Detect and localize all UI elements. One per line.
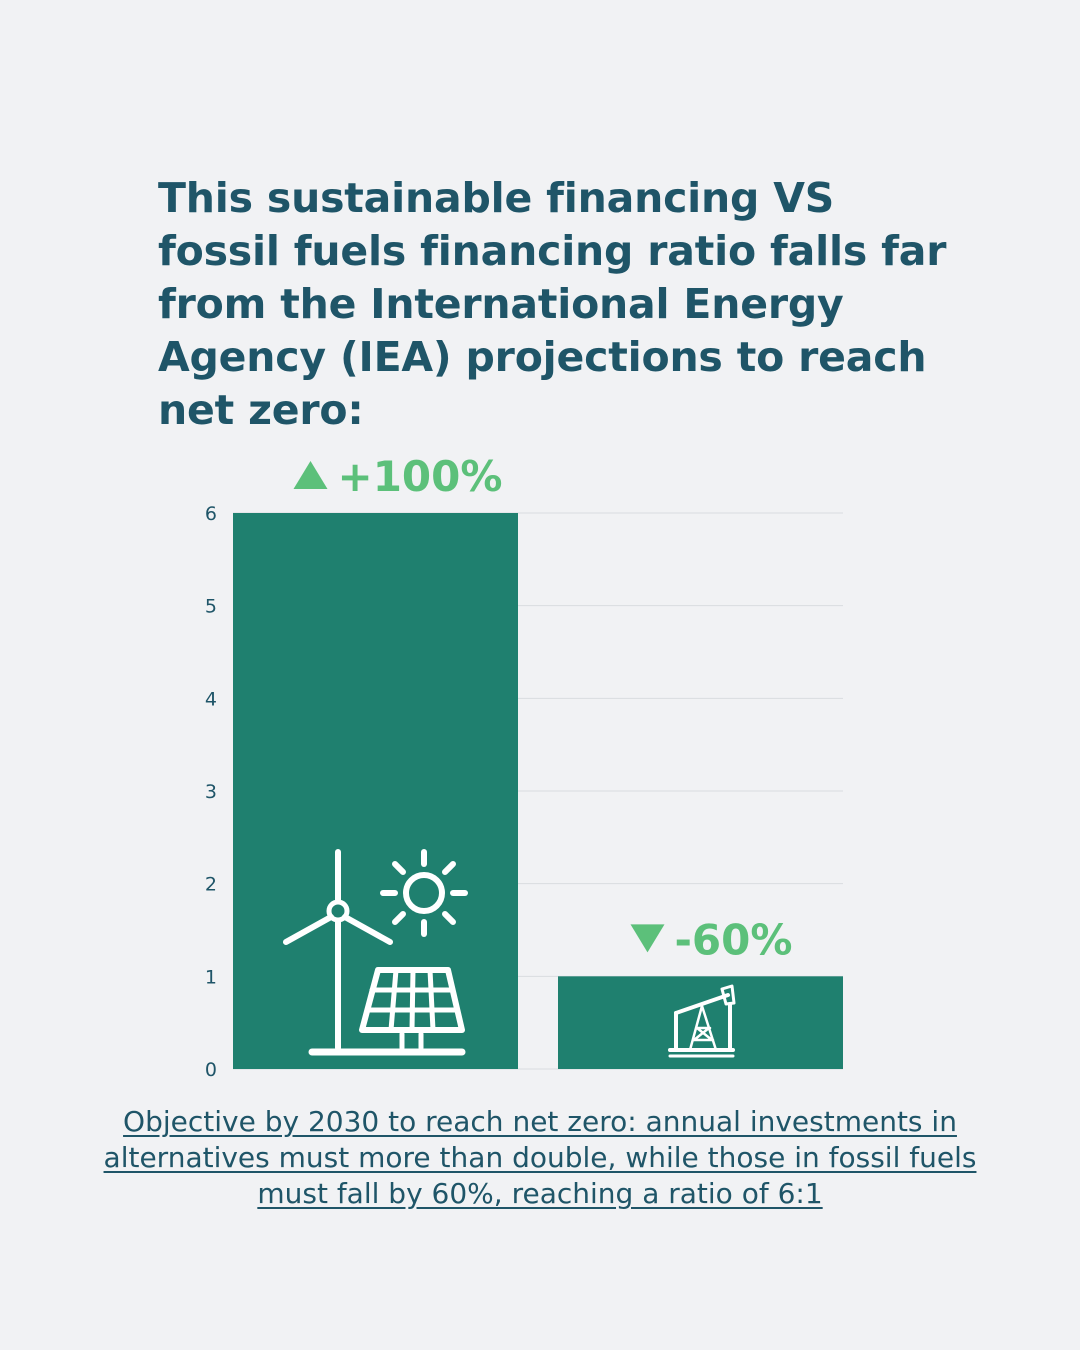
down-triangle-icon	[630, 924, 665, 953]
y-tick-label: 6	[205, 503, 217, 525]
y-tick-label: 3	[205, 781, 217, 803]
y-tick-label: 1	[205, 966, 217, 988]
headline: This sustainable financing VS fossil fue…	[158, 174, 947, 434]
y-tick-label: 5	[205, 596, 217, 618]
up-triangle-icon	[293, 461, 328, 489]
wind-solar-icon	[283, 849, 468, 1056]
annotations: +100% -60%	[293, 452, 793, 964]
annotation-label: +100%	[338, 452, 503, 501]
y-tick-label: 2	[205, 874, 217, 896]
bar	[558, 976, 843, 1069]
annotation-label: -60%	[675, 915, 793, 964]
y-axis: 0 1 2 3 4 5 6	[205, 503, 217, 1081]
bar-chart: 0 1 2 3 4 5 6 +100% -60%	[205, 452, 843, 1081]
caption: Objective by 2030 to reach net zero: ann…	[103, 1105, 977, 1210]
y-tick-label: 0	[205, 1059, 217, 1081]
y-tick-label: 4	[205, 688, 217, 710]
oil-pump-icon	[668, 984, 736, 1058]
